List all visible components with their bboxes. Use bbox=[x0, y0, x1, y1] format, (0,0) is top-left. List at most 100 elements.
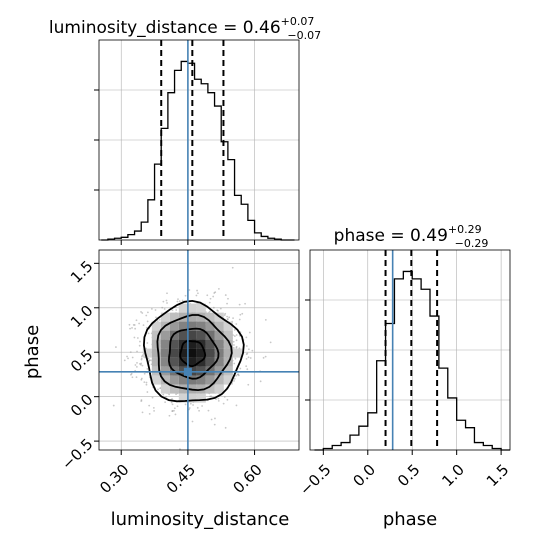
y-tick-label: 0.5 bbox=[67, 346, 97, 376]
scatter-point bbox=[112, 404, 115, 407]
scatter-point bbox=[233, 335, 236, 337]
phase-title-value: 0.49 bbox=[410, 226, 448, 246]
scatter-point bbox=[166, 292, 168, 295]
x-tick-label: 0.45 bbox=[163, 461, 199, 497]
scatter-point bbox=[146, 391, 149, 393]
density-cell bbox=[205, 312, 215, 322]
scatter-point bbox=[166, 302, 168, 304]
scatter-point bbox=[213, 423, 216, 426]
truth-marker bbox=[183, 367, 192, 376]
scatter-point bbox=[235, 339, 238, 342]
ld-title-param: luminosity_distance bbox=[49, 18, 218, 38]
density-cell bbox=[232, 348, 242, 358]
scatter-point bbox=[235, 374, 238, 377]
x-axis-label-phase: phase bbox=[383, 509, 437, 530]
scatter-point bbox=[138, 363, 141, 365]
density-cell bbox=[214, 321, 224, 331]
density-cell bbox=[187, 393, 197, 403]
scatter-point bbox=[269, 341, 272, 344]
density-cell bbox=[205, 348, 215, 358]
scatter-point bbox=[162, 300, 165, 303]
scatter-point bbox=[176, 405, 179, 408]
scatter-point bbox=[163, 308, 166, 310]
scatter-point bbox=[170, 401, 173, 404]
density-cell bbox=[169, 321, 179, 331]
density-cell bbox=[196, 393, 206, 403]
scatter-point bbox=[168, 393, 170, 396]
scatter-point bbox=[136, 350, 138, 353]
density-cell bbox=[214, 339, 224, 349]
scatter-point bbox=[264, 355, 267, 358]
scatter-point bbox=[142, 324, 145, 326]
scatter-point bbox=[151, 396, 154, 399]
scatter-point bbox=[140, 311, 142, 313]
scatter-point bbox=[224, 312, 227, 315]
x-axis-label-ld: luminosity_distance bbox=[111, 509, 290, 530]
scatter-point bbox=[173, 409, 175, 412]
scatter-point bbox=[224, 294, 227, 296]
density-cell bbox=[169, 384, 179, 394]
scatter-point bbox=[235, 334, 238, 336]
density-cell bbox=[178, 321, 188, 331]
phase-title-param: phase bbox=[334, 226, 385, 246]
scatter-point bbox=[115, 346, 117, 348]
scatter-point bbox=[247, 383, 250, 386]
scatter-point bbox=[212, 306, 215, 309]
density-cell bbox=[169, 339, 179, 349]
scatter-point bbox=[209, 297, 212, 300]
scatter-point bbox=[171, 309, 174, 312]
density-cell bbox=[214, 384, 224, 394]
scatter-point bbox=[136, 362, 138, 364]
scatter-point bbox=[191, 420, 194, 423]
ld-title-value: 0.46 bbox=[243, 18, 281, 38]
scatter-point bbox=[241, 312, 244, 315]
scatter-point bbox=[148, 404, 151, 407]
scatter-point bbox=[209, 310, 211, 313]
scatter-point bbox=[171, 397, 173, 400]
scatter-point bbox=[143, 372, 146, 375]
scatter-point bbox=[247, 356, 250, 359]
scatter-point bbox=[141, 364, 144, 367]
scatter-point bbox=[171, 403, 174, 406]
scatter-point bbox=[239, 367, 242, 370]
scatter-point bbox=[135, 365, 138, 368]
density-cell bbox=[223, 321, 233, 331]
density-cell bbox=[160, 375, 170, 385]
scatter-point bbox=[188, 407, 191, 409]
scatter-point bbox=[152, 406, 155, 409]
scatter-point bbox=[189, 402, 192, 405]
scatter-point bbox=[234, 357, 237, 360]
x-tick-label: 0.60 bbox=[230, 461, 266, 497]
scatter-point bbox=[223, 395, 226, 398]
scatter-point bbox=[232, 340, 235, 343]
density-cell bbox=[223, 339, 233, 349]
scatter-point bbox=[156, 320, 159, 322]
scatter-point bbox=[235, 345, 238, 348]
scatter-point bbox=[176, 300, 179, 303]
scatter-point bbox=[138, 344, 141, 347]
scatter-point bbox=[145, 383, 148, 386]
scatter-point bbox=[246, 368, 249, 371]
density-cell bbox=[160, 339, 170, 349]
scatter-point bbox=[233, 377, 236, 380]
density-cell bbox=[178, 375, 188, 385]
scatter-point bbox=[129, 351, 132, 354]
scatter-point bbox=[154, 309, 157, 311]
scatter-point bbox=[129, 327, 131, 330]
x-tick-label: 0.0 bbox=[349, 461, 379, 491]
scatter-point bbox=[195, 294, 198, 297]
scatter-point bbox=[139, 340, 141, 343]
density-cell bbox=[214, 330, 224, 340]
panel-phase-title: phase = 0.49+0.29 −0.29 bbox=[334, 223, 489, 250]
scatter-point bbox=[162, 393, 165, 396]
density-cell bbox=[205, 321, 215, 331]
density-cell bbox=[196, 330, 206, 340]
scatter-point bbox=[147, 332, 150, 335]
density-cell bbox=[196, 321, 206, 331]
scatter-point bbox=[184, 403, 187, 406]
phase-title-minus: −0.29 bbox=[455, 237, 489, 250]
density-cell bbox=[151, 375, 161, 385]
scatter-point bbox=[136, 337, 139, 339]
x-tick-label: 0.30 bbox=[96, 461, 132, 497]
x-tick-label: −0.5 bbox=[296, 461, 334, 499]
